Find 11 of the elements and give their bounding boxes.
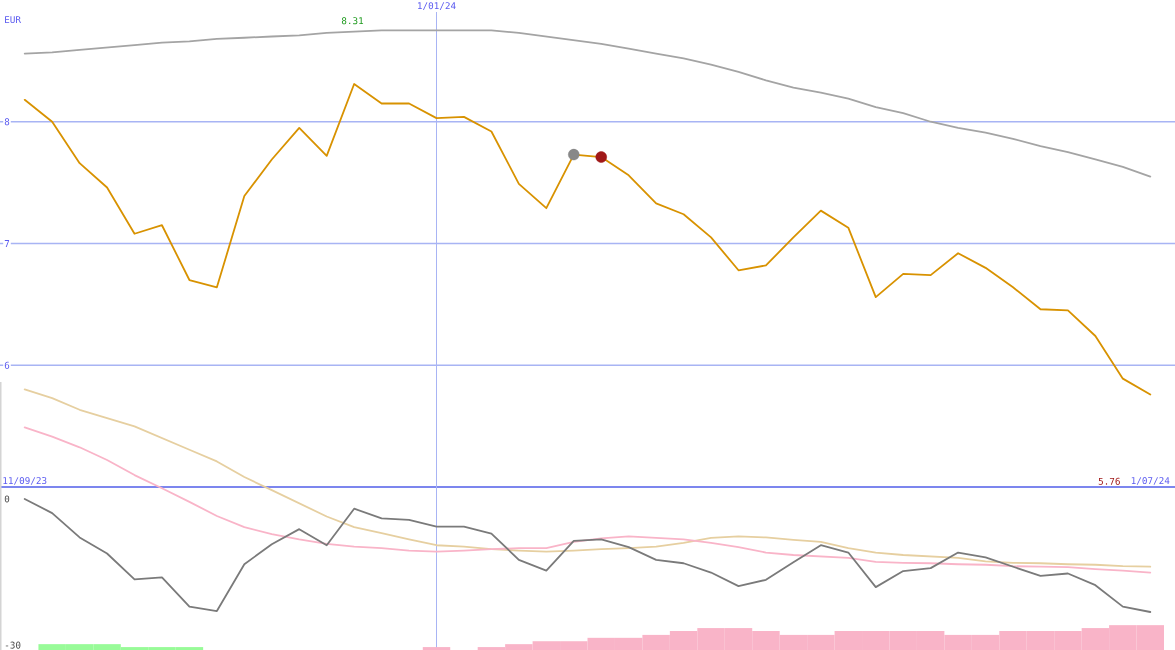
y-tick-label: 0 xyxy=(4,495,10,503)
annotation: 8.31 xyxy=(341,17,364,25)
x-tick-label: 11/09/23 xyxy=(3,477,47,485)
y-axis-title: EUR xyxy=(5,16,21,24)
y-tick-label: -30 xyxy=(5,641,21,649)
x-tick-label: 1/07/24 xyxy=(1131,477,1170,485)
y-tick-label: 6 xyxy=(4,361,10,369)
x-tick-label: 1/01/24 xyxy=(418,2,456,10)
annotation: 5.76 xyxy=(1098,477,1120,485)
y-tick-label: 7 xyxy=(4,240,10,247)
y-tick-label: 8 xyxy=(4,118,10,126)
